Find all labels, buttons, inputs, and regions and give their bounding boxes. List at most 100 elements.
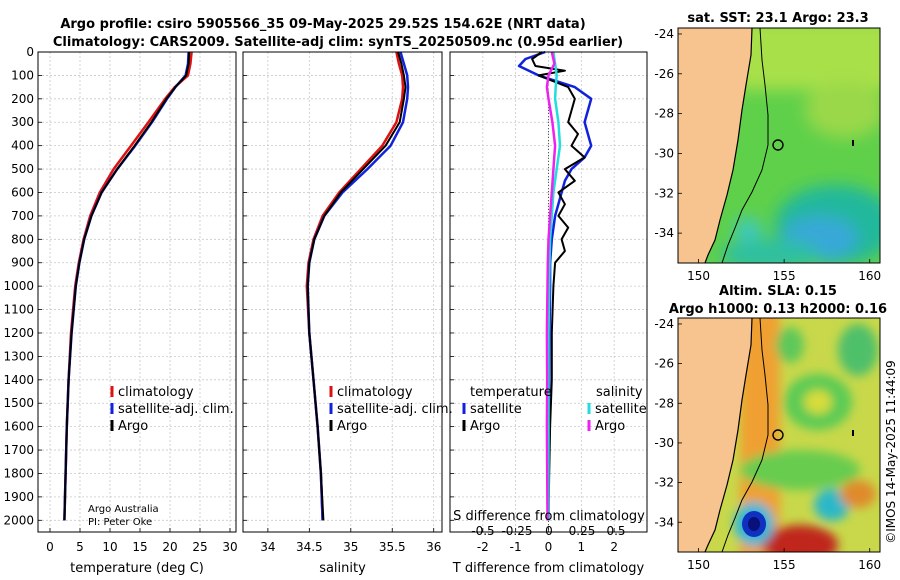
legend-t-satellite-label: satellite [470,402,522,417]
y-tick-label: 0 [26,45,34,59]
sla-orange-patch [840,480,876,508]
temperature-profile-panel: 0 5 10 15 20 25 300100200300400500600700800900… [3,45,237,576]
map-y-tick-label: -26 [654,67,674,81]
map-y-tick-label: -34 [654,515,674,529]
y-tick-label: 700 [11,209,34,223]
x-tick-label: 0 [545,540,553,554]
sla-green-south [740,450,860,490]
sst-profile-marker [772,139,784,151]
plot-frame [242,51,443,533]
x-axis-label: T difference from climatology [452,561,645,576]
x-tick-label: 15 [132,540,147,554]
x-tick-label: 5 [76,540,84,554]
difference-profile-panel: -2 -1 0 1 2 T difference from climatology [449,50,648,576]
map-y-tick-label: -24 [654,27,674,41]
series-line-s-argo [545,51,557,521]
x-tick-label: -2 [477,540,489,554]
sst-warm-north [735,28,880,90]
x-tick-label: -1 [510,540,522,554]
sla-map-subtitle: Argo h1000: 0.13 h2000: 0.16 [669,302,887,317]
legend-satellite-label: satellite-adj. clim. [118,402,234,417]
y-tick-label: 1600 [3,420,34,434]
y-tick-label: 1400 [3,373,34,387]
y-tick-label: 2000 [3,513,34,527]
difference-legend: temperature salinity satellite Argo sate… [462,385,647,434]
legend-temperature-title: temperature [470,385,552,400]
x-tick-label: 34 [260,540,275,554]
figure-title-line-2: Climatology: CARS2009. Satellite-adj cli… [53,35,623,50]
x-tick-label: 35.5 [379,540,406,554]
map-x-tick-label: 160 [858,269,881,283]
x-tick-label: 1 [578,540,586,554]
sst-cool-west [734,218,762,242]
sst-map-title: sat. SST: 23.1 Argo: 23.3 [687,11,868,26]
series-line-argo [63,51,191,521]
series-line-s-satellite [547,51,562,521]
plot-frame [449,51,648,533]
map-y-tick-label: -32 [654,476,674,490]
map-y-tick-label: -30 [654,436,674,450]
x-tick-label: 35 [343,540,358,554]
x-tick-label: 36 [426,540,441,554]
map-y-tick-label: -28 [654,107,674,121]
sst-map-ticks: 150 155 160 -24 -26 -28 -30 -32 -34 [654,27,881,283]
y-tick-label: 1200 [3,326,34,340]
sla-deep-blue-core [748,517,760,531]
figure-title-line-1: Argo profile: csiro 5905566_35 09-May-20… [60,17,585,32]
s-tick-label: 0.25 [569,524,596,538]
salinity-legend: climatology satellite-adj. clim. Argo [329,385,453,434]
sla-green-eddy-1 [776,327,804,363]
sla-map-title: Altim. SLA: 0.15 [719,284,837,299]
s-tick-label: -0.25 [501,524,532,538]
x-axis-label: temperature (deg C) [70,561,204,576]
s-tick-label: -0.5 [471,524,494,538]
sst-shelf-contour [721,28,769,263]
legend-s-satellite-label: satellite [595,402,647,417]
map-y-tick-label: -34 [654,226,674,240]
s-tick-label: 0 [545,524,553,538]
y-tick-label: 1900 [3,490,34,504]
y-tick-label: 1500 [3,396,34,410]
s-difference-axis-label: S difference from climatology [453,509,645,524]
sla-profile-marker [772,429,784,441]
y-tick-label: 800 [11,232,34,246]
salinity-profile-panel: 34 34.5 35 35.5 36 salinity [242,51,443,576]
credit-pi: PI: Peter Oke [88,517,152,528]
plot-frame [37,51,237,533]
y-tick-label: 200 [11,92,34,106]
timestamp-label: ©IMOS 14-May-2025 11:44:09 [884,360,898,544]
sst-land [678,28,752,263]
x-tick-label: 10 [102,540,117,554]
y-tick-label: 300 [11,115,34,129]
sst-coastline [704,28,753,263]
map-x-tick-label: 150 [687,558,710,572]
map-y-tick-label: -28 [654,396,674,410]
sla-green-eddy-2 [838,324,878,376]
series-line-argo [306,51,407,521]
sla-map [678,318,880,552]
y-tick-label: 1300 [3,349,34,363]
sla-coastline [704,318,753,552]
map-y-tick-label: -24 [654,317,674,331]
x-tick-label: 25 [192,540,207,554]
x-axis-label: salinity [319,561,366,576]
y-tick-label: 600 [11,185,34,199]
x-tick-label: 20 [162,540,177,554]
legend-climatology-label: climatology [337,385,413,400]
legend-argo-label: Argo [118,419,148,434]
sla-land [678,318,752,552]
sst-warm-patch [805,82,880,138]
sst-cool-south [720,239,820,263]
y-tick-label: 1000 [3,279,34,293]
sst-map-frame [677,27,881,264]
map-x-tick-label: 155 [773,269,796,283]
s-tick-label: 0.5 [606,524,625,538]
temperature-legend: climatology satellite-adj. clim. Argo [110,385,234,434]
y-tick-label: 900 [11,256,34,270]
y-tick-label: 100 [11,68,34,82]
x-tick-label: 34.5 [296,540,323,554]
s-difference-ticks: -0.5 -0.25 0 0.25 0.5 [471,524,625,538]
map-y-tick-label: -30 [654,146,674,160]
sla-yellow-core [804,390,832,414]
